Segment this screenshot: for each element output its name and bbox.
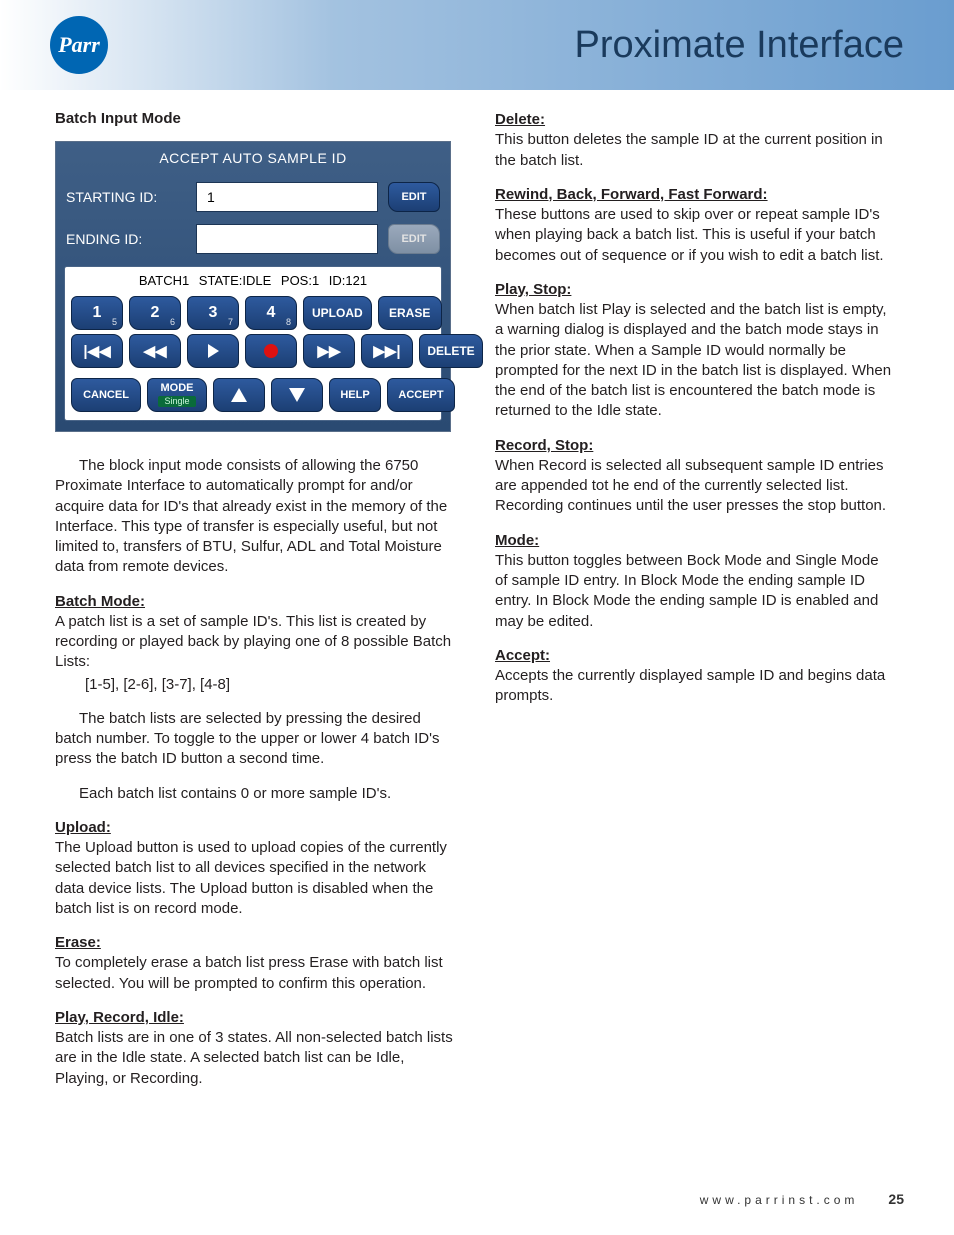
edit-ending-button: EDIT bbox=[388, 224, 440, 254]
upload-button[interactable]: UPLOAD bbox=[303, 296, 372, 330]
batch-control-panel: BATCH1 STATE:IDLE POS:1 ID:121 15 26 37 … bbox=[64, 266, 442, 421]
page-number: 25 bbox=[888, 1191, 904, 1207]
fast-forward-icon[interactable]: ▶▶| bbox=[361, 334, 413, 368]
dialog-title: ACCEPT AUTO SAMPLE ID bbox=[56, 142, 450, 176]
ending-id-field[interactable] bbox=[196, 224, 378, 254]
upload-heading: Upload: bbox=[55, 819, 111, 836]
record-icon[interactable] bbox=[245, 334, 297, 368]
batch-4-button[interactable]: 48 bbox=[245, 296, 297, 330]
cancel-button[interactable]: CANCEL bbox=[71, 378, 141, 412]
batch-3-button[interactable]: 37 bbox=[187, 296, 239, 330]
mode-sublabel: Single bbox=[158, 396, 195, 407]
section-title: Batch Input Mode bbox=[55, 110, 455, 127]
down-arrow-icon[interactable] bbox=[271, 378, 323, 412]
help-button[interactable]: HELP bbox=[329, 378, 381, 412]
record-stop-heading: Record, Stop: bbox=[495, 437, 593, 454]
mode-text: This button toggles between Bock Mode an… bbox=[495, 552, 879, 630]
play-icon[interactable] bbox=[187, 334, 239, 368]
rbff-text: These buttons are used to skip over or r… bbox=[495, 206, 884, 264]
back-icon[interactable]: ◀◀ bbox=[129, 334, 181, 368]
delete-text: This button deletes the sample ID at the… bbox=[495, 131, 883, 168]
left-column: Batch Input Mode ACCEPT AUTO SAMPLE ID S… bbox=[55, 110, 455, 1103]
batch-1-button[interactable]: 15 bbox=[71, 296, 123, 330]
delete-heading: Delete: bbox=[495, 111, 545, 128]
batch-mode-text-2: The batch lists are selected by pressing… bbox=[55, 709, 455, 770]
up-arrow-icon[interactable] bbox=[213, 378, 265, 412]
rbff-heading: Rewind, Back, Forward, Fast Forward: bbox=[495, 186, 768, 203]
delete-button[interactable]: DELETE bbox=[419, 334, 483, 368]
page-footer: www.parrinst.com 25 bbox=[700, 1191, 904, 1207]
erase-text: To completely erase a batch list press E… bbox=[55, 954, 443, 991]
play-stop-heading: Play, Stop: bbox=[495, 281, 571, 298]
accept-heading: Accept: bbox=[495, 647, 550, 664]
batch-mode-heading: Batch Mode: bbox=[55, 593, 145, 610]
erase-button[interactable]: ERASE bbox=[378, 296, 442, 330]
play-record-idle-heading: Play, Record, Idle: bbox=[55, 1009, 184, 1026]
accept-text: Accepts the currently displayed sample I… bbox=[495, 667, 885, 704]
forward-icon[interactable]: ▶▶ bbox=[303, 334, 355, 368]
upload-text: The Upload button is used to upload copi… bbox=[55, 839, 447, 917]
mode-label: MODE bbox=[161, 383, 194, 394]
mode-button[interactable]: MODE Single bbox=[147, 378, 207, 412]
batch-lists-line: [1-5], [2-6], [3-7], [4-8] bbox=[55, 675, 455, 695]
play-stop-text: When batch list Play is selected and the… bbox=[495, 301, 891, 419]
erase-heading: Erase: bbox=[55, 934, 101, 951]
play-record-idle-text: Batch lists are in one of 3 states. All … bbox=[55, 1029, 453, 1087]
batch-2-button[interactable]: 26 bbox=[129, 296, 181, 330]
sample-id-dialog: ACCEPT AUTO SAMPLE ID STARTING ID: 1 EDI… bbox=[55, 141, 451, 432]
parr-logo: Parr bbox=[50, 16, 108, 74]
rewind-icon[interactable]: |◀◀ bbox=[71, 334, 123, 368]
ending-id-label: ENDING ID: bbox=[66, 231, 186, 247]
batch-mode-text-3: Each batch list contains 0 or more sampl… bbox=[55, 784, 455, 804]
starting-id-field[interactable]: 1 bbox=[196, 182, 378, 212]
footer-url: www.parrinst.com bbox=[700, 1193, 859, 1207]
record-stop-text: When Record is selected all subsequent s… bbox=[495, 457, 886, 515]
mode-heading: Mode: bbox=[495, 532, 539, 549]
page-header-title: Proximate Interface bbox=[575, 24, 904, 67]
batch-status-line: BATCH1 STATE:IDLE POS:1 ID:121 bbox=[71, 271, 435, 292]
edit-starting-button[interactable]: EDIT bbox=[388, 182, 440, 212]
page-header: Parr Proximate Interface bbox=[0, 0, 954, 90]
right-column: Delete: This button deletes the sample I… bbox=[495, 110, 895, 1103]
starting-id-label: STARTING ID: bbox=[66, 189, 186, 205]
batch-mode-text-1: A patch list is a set of sample ID's. Th… bbox=[55, 613, 451, 671]
accept-button[interactable]: ACCEPT bbox=[387, 378, 455, 412]
intro-paragraph: The block input mode consists of allowin… bbox=[55, 456, 455, 578]
